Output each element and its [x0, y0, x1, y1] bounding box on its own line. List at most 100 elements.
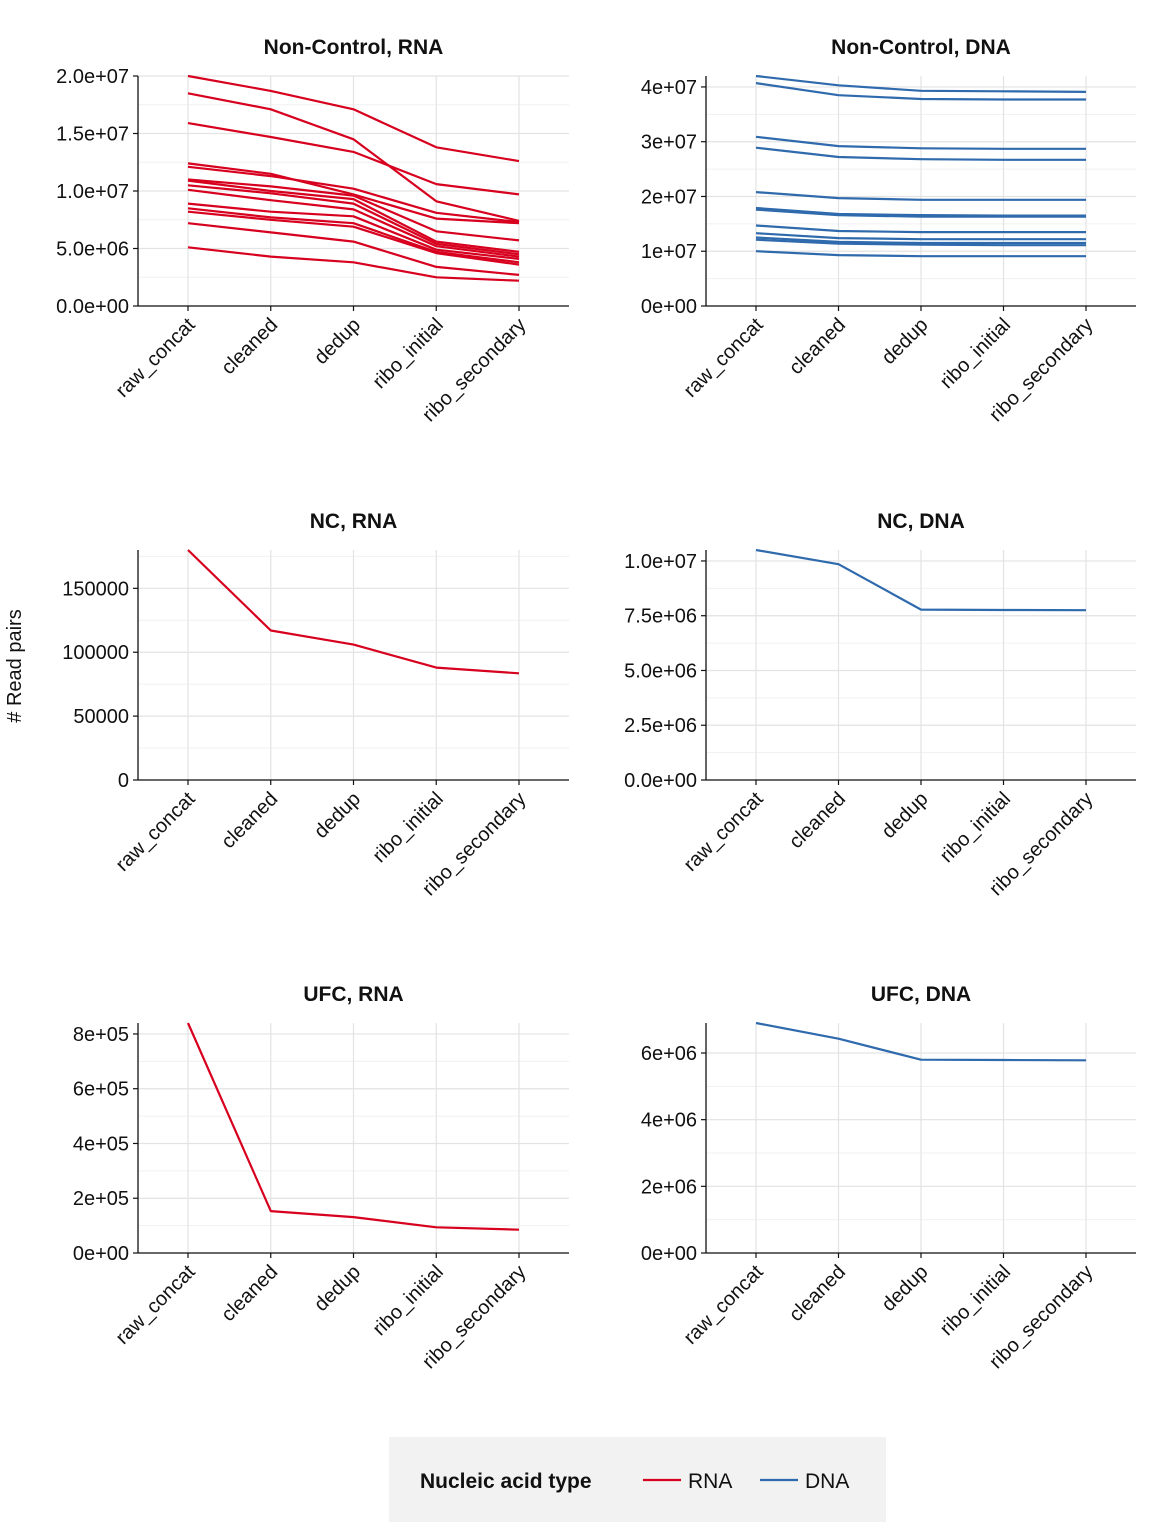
legend: Nucleic acid type RNA DNA	[389, 1437, 886, 1522]
panel-title: UFC, RNA	[303, 983, 403, 1006]
series-line-8	[755, 224, 1086, 234]
y-tick-label: 2e+05	[73, 1188, 129, 1210]
panel-title: NC, RNA	[310, 510, 398, 533]
y-tick-label: 8e+05	[73, 1024, 129, 1046]
y-tick-label: 0.0e+00	[624, 770, 697, 792]
x-tick-label: cleaned	[785, 788, 850, 853]
series-line-2	[187, 92, 520, 222]
x-tick-label: ribo_initial	[936, 788, 1015, 867]
y-tick-label: 0	[118, 770, 129, 792]
x-tick-label: dedup	[878, 1261, 933, 1316]
panel-title: Non-Control, RNA	[264, 36, 444, 59]
series-line-10	[187, 202, 520, 260]
panel-title: NC, DNA	[877, 510, 965, 533]
series-line-9	[755, 232, 1086, 241]
x-tick-label: ribo_initial	[369, 1261, 448, 1340]
series-line-5	[755, 191, 1086, 201]
x-tick-label: dedup	[878, 788, 933, 843]
y-tick-label: 5.0e+06	[56, 239, 129, 261]
x-tick-label: cleaned	[785, 1261, 850, 1326]
panel-title: UFC, DNA	[871, 983, 971, 1006]
y-tick-label: 0e+00	[73, 1243, 129, 1265]
y-tick-label: 2.5e+06	[624, 715, 697, 737]
series-line-4	[755, 146, 1086, 161]
x-tick-label: raw_concat	[680, 314, 768, 402]
panel-nc-dna: NC, DNA 0.0e+00 2.5e+06 5.0e+06 7.5e+06 1.0e+…	[624, 510, 1136, 900]
series-line-13	[187, 222, 520, 276]
x-tick-label: ribo_initial	[369, 314, 448, 393]
series-line-9	[187, 188, 520, 258]
y-tick-label: 150000	[62, 578, 129, 600]
y-tick-label: 4e+06	[641, 1110, 697, 1132]
series-line-12	[755, 250, 1086, 258]
x-tick-label: cleaned	[217, 314, 282, 379]
x-tick-label: dedup	[310, 314, 365, 369]
series-line-11	[755, 238, 1086, 247]
y-tick-label: 3e+07	[641, 132, 697, 154]
panel-ufc-dna: UFC, DNA 0e+00 2e+06 4e+06 6e+06 raw_concat cl…	[641, 983, 1136, 1373]
series-line-1	[755, 1021, 1087, 1062]
legend-title: Nucleic acid type	[420, 1470, 592, 1493]
series-line-6	[187, 178, 520, 242]
series-line-1	[187, 74, 520, 163]
x-tick-label: raw_concat	[680, 1261, 768, 1349]
x-tick-label: cleaned	[785, 314, 850, 379]
x-tick-label: cleaned	[217, 788, 282, 853]
series-line-7	[755, 208, 1086, 218]
legend-label-rna: RNA	[688, 1470, 732, 1493]
series-line-3	[187, 122, 520, 196]
panel-ufc-rna: UFC, RNA 0e+00 2e+05 4e+05 6e+05 8e+05 raw_con…	[73, 983, 569, 1373]
y-tick-label: 1.5e+07	[56, 124, 129, 146]
y-tick-label: 6e+06	[641, 1043, 697, 1065]
x-tick-label: ribo_initial	[369, 788, 448, 867]
y-tick-label: 2.0e+07	[56, 66, 129, 88]
series-line-1	[755, 74, 1087, 93]
x-tick-label: cleaned	[217, 1261, 282, 1326]
x-tick-label: dedup	[310, 1261, 365, 1316]
series-line-8	[187, 184, 520, 256]
panel-non-control-rna: Non-Control, RNA 0.0e+00 5.0e+06 1.0e+07 1.5…	[56, 36, 569, 426]
x-tick-label: ribo_initial	[936, 314, 1015, 393]
series-line-12	[187, 210, 520, 266]
series-line-4	[187, 162, 520, 225]
x-tick-label: ribo_initial	[936, 1261, 1015, 1340]
y-tick-label: 4e+05	[73, 1133, 129, 1155]
series-line-1	[186, 1022, 520, 1231]
y-tick-label: 100000	[62, 642, 129, 664]
panel-nc-rna: NC, RNA 0 50000 100000 150000 raw_concat clean…	[62, 510, 569, 900]
y-tick-label: 2e+06	[641, 1176, 697, 1198]
y-tick-label: 7.5e+06	[624, 606, 697, 628]
legend-background	[389, 1437, 886, 1522]
series-line-1	[755, 548, 1087, 612]
x-tick-label: dedup	[878, 314, 933, 369]
series-line-2	[755, 82, 1086, 101]
x-tick-label: raw_concat	[112, 788, 200, 876]
y-tick-label: 6e+05	[73, 1079, 129, 1101]
x-tick-label: raw_concat	[112, 314, 200, 402]
panel-title: Non-Control, DNA	[831, 36, 1011, 59]
series-line-11	[187, 207, 520, 264]
y-tick-label: 50000	[73, 706, 129, 728]
y-tick-label: 1.0e+07	[624, 551, 697, 573]
x-tick-label: dedup	[310, 788, 365, 843]
legend-label-dna: DNA	[805, 1470, 849, 1493]
y-tick-label: 0e+00	[641, 1243, 697, 1265]
series-line-1	[187, 549, 520, 675]
panel-non-control-dna: Non-Control, DNA 0e+00 1e+07 2e+07 3e+07 4e+0…	[641, 36, 1136, 426]
y-tick-label: 0.0e+00	[56, 296, 129, 318]
x-tick-label: raw_concat	[680, 788, 768, 876]
y-tick-label: 1.0e+07	[56, 181, 129, 203]
y-axis-label: # Read pairs	[4, 609, 26, 722]
y-tick-label: 0e+00	[641, 296, 697, 318]
y-tick-label: 1e+07	[641, 241, 697, 263]
chart-panels: Non-Control, RNA 0.0e+00 5.0e+06 1.0e+07 1.5…	[56, 36, 1136, 1373]
y-tick-label: 2e+07	[641, 186, 697, 208]
x-tick-label: raw_concat	[112, 1261, 200, 1349]
series-line-14	[187, 246, 520, 282]
y-tick-label: 5.0e+06	[624, 660, 697, 682]
series-line-7	[187, 179, 520, 253]
series-line-3	[755, 135, 1086, 150]
y-tick-label: 4e+07	[641, 77, 697, 99]
series-line-5	[187, 165, 520, 224]
